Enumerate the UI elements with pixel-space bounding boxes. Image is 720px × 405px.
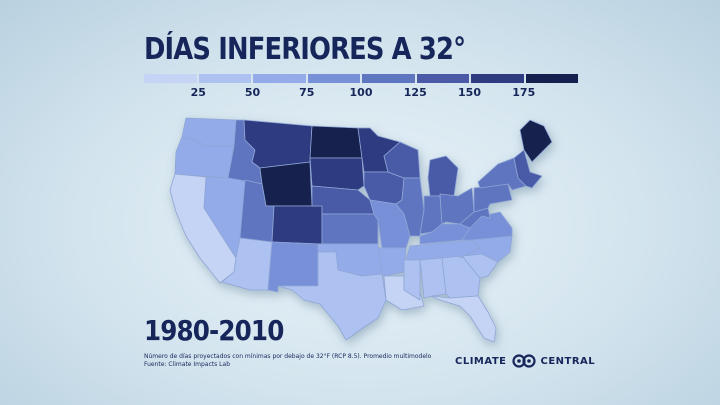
state-south-dakota [309, 157, 365, 191]
legend-swatch [307, 74, 360, 83]
map-title: DÍAS INFERIORES A 32° [144, 32, 466, 67]
color-legend: 25 50 75 100 125 150 175 [144, 74, 578, 104]
state-texas [277, 251, 387, 341]
legend-swatch [416, 74, 469, 83]
legend-swatch [525, 74, 578, 83]
legend-tick-label: 175 [512, 86, 536, 99]
legend-swatch [253, 74, 306, 83]
state-wyoming [259, 161, 313, 207]
legend-tick-label: 25 [190, 86, 206, 99]
state-new-england [513, 149, 543, 189]
state-michigan [427, 155, 459, 197]
state-north-dakota [309, 125, 363, 159]
state-illinois [395, 177, 425, 237]
state-maine [519, 119, 553, 163]
state-alabama [419, 257, 447, 299]
state-north-carolina [459, 235, 513, 263]
footnote-description: Número de días proyectados con mínimas p… [144, 353, 432, 360]
climate-central-logo: CLIMATE CENTRAL [455, 354, 595, 368]
state-colorado [271, 205, 323, 245]
legend-swatch [144, 74, 197, 83]
legend-swatch [471, 74, 524, 83]
climate-central-logo-icon [511, 354, 536, 368]
state-mississippi [403, 259, 421, 301]
legend-tick-label: 50 [244, 86, 261, 99]
logo-text-left: CLIMATE [455, 355, 507, 367]
footnote: Número de días proyectados con mínimas p… [144, 353, 431, 369]
period-label: 1980-2010 [144, 314, 284, 347]
legend-tick-label: 100 [349, 86, 373, 99]
legend-color-bar [144, 74, 578, 83]
logo-text-right: CENTRAL [540, 355, 596, 367]
legend-tick-label: 75 [299, 86, 315, 99]
footnote-source: Fuente: Climate Impacts Lab [144, 361, 231, 368]
legend-tick-labels: 25 50 75 100 125 150 175 [144, 86, 578, 102]
state-arkansas [377, 247, 407, 277]
state-iowa [363, 171, 405, 205]
legend-tick-label: 150 [458, 86, 481, 99]
state-montana [243, 119, 313, 169]
legend-tick-label: 125 [403, 86, 427, 99]
legend-swatch [362, 74, 415, 83]
state-kansas [321, 213, 379, 245]
state-florida [431, 295, 497, 343]
state-new-mexico [267, 241, 319, 293]
legend-swatch [198, 74, 251, 83]
